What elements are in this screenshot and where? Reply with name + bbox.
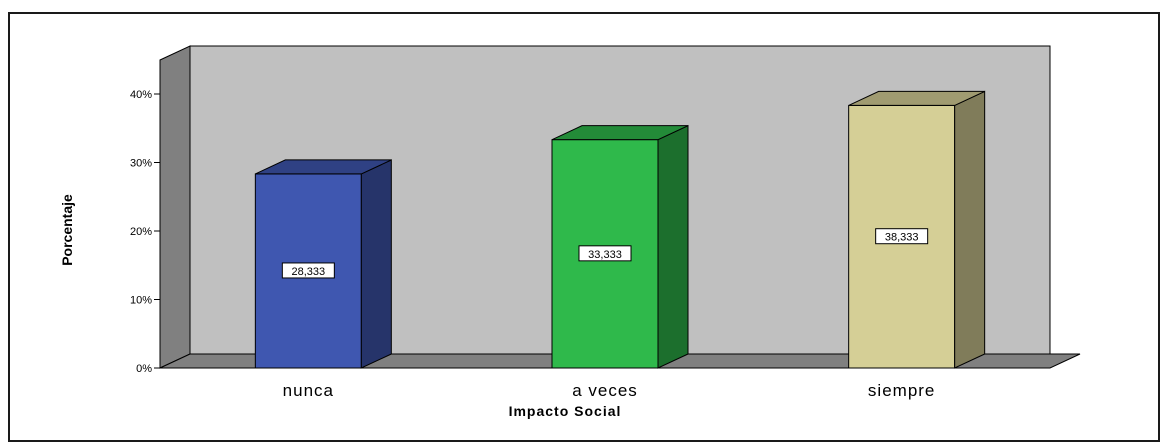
left-wall xyxy=(159,45,191,369)
bar: 38,333 xyxy=(848,90,986,369)
y-tick-label: 30% xyxy=(130,158,152,170)
data-label-box xyxy=(875,228,929,245)
data-label: 28,333 xyxy=(281,262,335,279)
x-tick-label: a veces xyxy=(572,381,638,400)
y-tick-label: 10% xyxy=(130,295,152,307)
x-tick-label: siempre xyxy=(868,381,935,400)
chart-frame: 0% 10% 20% 30% 40% 28,333 33,333 38,333 nunca a… xyxy=(8,12,1160,442)
y-tick-label: 0% xyxy=(136,363,152,375)
bar-top xyxy=(848,90,985,106)
bar: 28,333 xyxy=(254,159,392,369)
bar-side xyxy=(360,159,392,369)
data-label-box xyxy=(578,245,632,262)
data-label-text: 33,333 xyxy=(588,249,622,261)
bar-side xyxy=(657,124,689,369)
data-label: 33,333 xyxy=(578,245,632,262)
y-tick-label: 20% xyxy=(130,226,152,238)
y-axis-title: Porcentaje xyxy=(59,194,75,266)
bar: 33,333 xyxy=(551,124,689,369)
x-tick-label: nunca xyxy=(283,381,334,400)
data-label-text: 28,333 xyxy=(292,266,326,278)
data-label-box xyxy=(281,262,335,279)
bar-chart: 0% 10% 20% 30% 40% 28,333 33,333 38,333 nunca a… xyxy=(59,45,1081,419)
bar-side xyxy=(954,90,986,369)
x-axis-title: Impacto Social xyxy=(509,403,622,419)
data-label: 38,333 xyxy=(875,228,929,245)
data-label-text: 38,333 xyxy=(885,232,919,244)
bar-top xyxy=(551,125,689,141)
bar-top xyxy=(255,159,392,175)
y-tick-label: 40% xyxy=(130,89,152,101)
